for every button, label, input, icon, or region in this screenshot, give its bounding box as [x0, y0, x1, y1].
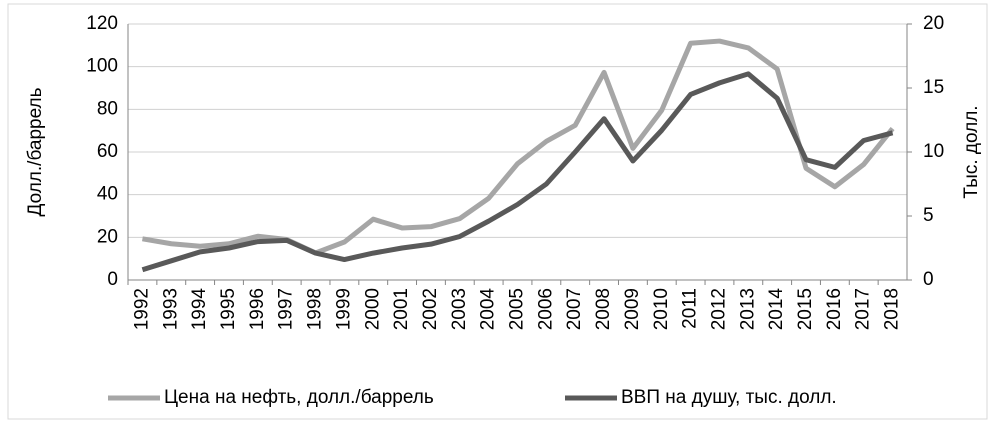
x-tick-label: 2013: [737, 288, 758, 330]
x-tick-label: 2016: [824, 288, 845, 330]
x-tick-label: 1997: [276, 288, 297, 330]
x-tick-label: 2010: [651, 288, 672, 330]
y-tick-label: 20: [97, 226, 118, 247]
x-tick-label: 2001: [391, 288, 412, 330]
x-tick-label: 1999: [333, 288, 354, 330]
x-tick-label: 2002: [420, 288, 441, 330]
y-tick-label: 60: [97, 141, 118, 162]
legend-label: Цена на нефть, долл./баррель: [164, 387, 434, 408]
y-tick-label: 100: [86, 56, 118, 77]
y2-tick-label: 15: [923, 77, 944, 98]
y-tick-label: 40: [97, 184, 118, 205]
x-tick-label: 1994: [189, 288, 210, 331]
x-tick-label: 2000: [362, 288, 383, 330]
x-tick-label: 1998: [305, 288, 326, 330]
x-tick-label: 1996: [247, 288, 268, 330]
x-tick-label: 2018: [882, 288, 903, 330]
x-tick-label: 2009: [622, 288, 643, 330]
x-tick-label: 2007: [564, 288, 585, 330]
chart-border: [7, 3, 988, 420]
x-tick-label: 2015: [795, 288, 816, 330]
y-tick-label: 120: [86, 13, 118, 34]
x-tick-label: 1992: [131, 288, 152, 330]
y-axis-label: Долл./баррель: [25, 87, 46, 216]
y2-tick-label: 0: [923, 269, 934, 290]
x-tick-label: 2014: [766, 288, 787, 331]
series-line: [142, 38, 895, 256]
x-tick-label: 2017: [853, 288, 874, 330]
series-line: [141, 71, 894, 273]
legend-label: ВВП на душу, тыс. долл.: [621, 387, 837, 408]
x-tick-label: 2008: [593, 288, 614, 330]
x-tick-label: 2012: [708, 288, 729, 330]
y2-tick-label: 5: [923, 205, 934, 226]
x-tick-label: 1995: [218, 288, 239, 330]
y2-tick-label: 10: [923, 141, 944, 162]
x-tick-label: 2003: [449, 288, 470, 330]
y-tick-label: 80: [97, 98, 118, 119]
x-tick-label: 2004: [478, 288, 499, 331]
y2-tick-label: 20: [923, 13, 944, 34]
x-tick-label: 2005: [507, 288, 528, 330]
x-tick-label: 1993: [160, 288, 181, 330]
x-tick-label: 2006: [535, 288, 556, 330]
y2-axis-label: Тыс. долл.: [961, 105, 982, 198]
y-tick-label: 0: [107, 269, 118, 290]
x-tick-label: 2011: [680, 288, 701, 329]
